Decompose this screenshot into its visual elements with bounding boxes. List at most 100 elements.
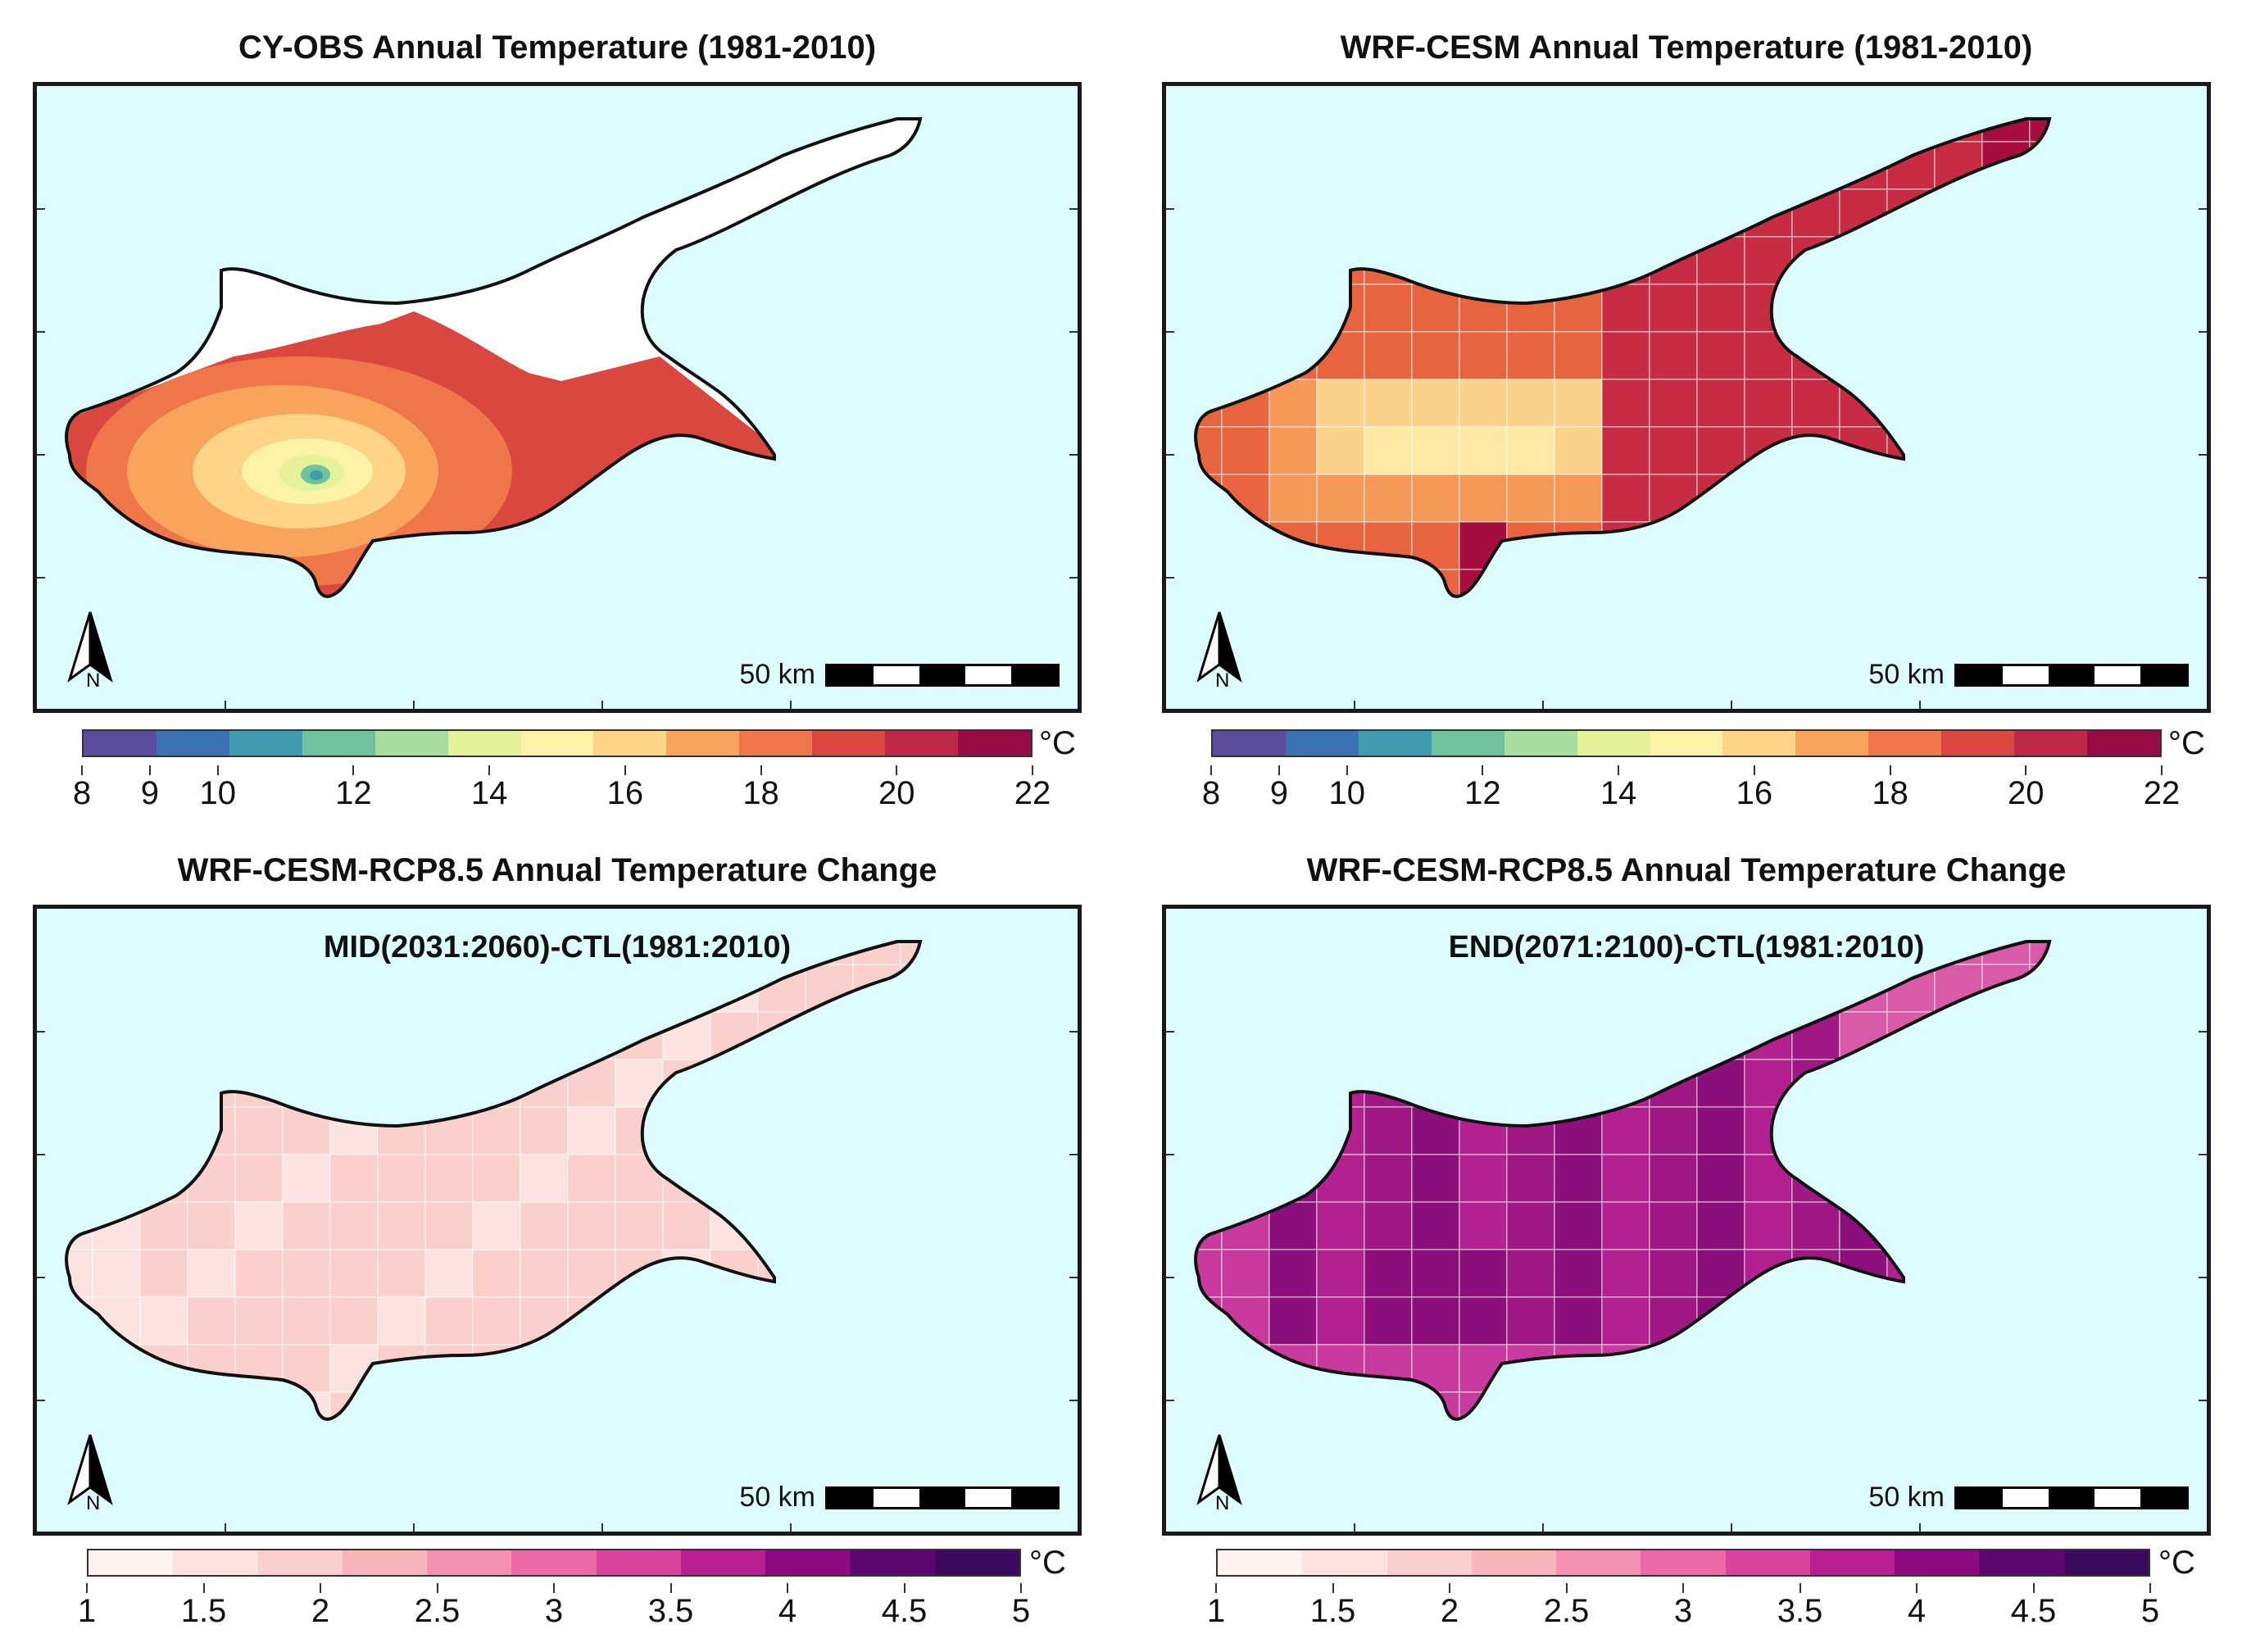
model-grid-cell: [852, 1106, 901, 1155]
model-grid-cell: [1364, 379, 1413, 428]
model-grid-cell: [2029, 1106, 2050, 1155]
model-grid-cell: [1744, 236, 1793, 285]
colorbar-swatch: [2087, 731, 2160, 756]
model-grid-cell: [1934, 331, 1983, 380]
model-grid-cell: [92, 1344, 141, 1393]
model-grid-cell: [283, 1487, 330, 1532]
north-arrow-icon: N: [53, 1428, 127, 1518]
model-grid-cell: [377, 964, 426, 1013]
model-grid-cell: [329, 1296, 379, 1346]
model-grid-cell: [66, 1011, 93, 1060]
model-grid-cell: [567, 1059, 616, 1108]
model-grid-cell: [1744, 1249, 1793, 1298]
model-grid-cell: [1316, 284, 1365, 333]
model-grid-cell: [187, 1249, 236, 1298]
map-frame[interactable]: MID(2031:2060)-CTL(1981:2010) 50 km N: [33, 905, 1082, 1536]
map-frame[interactable]: 50 km N: [1162, 82, 2211, 713]
model-grid-cell: [1602, 665, 1650, 709]
colorbar-swatch: [680, 1550, 766, 1575]
model-grid-cell: [1554, 119, 1603, 143]
model-grid-cell: [1886, 521, 1936, 570]
model-grid-cell: [1601, 331, 1650, 380]
model-grid-cell: [1221, 1296, 1270, 1346]
model-grid-cell: [900, 1391, 921, 1419]
colorbar-tick-label: 20: [2008, 775, 2045, 811]
colorbar-tick-mark: [624, 765, 626, 775]
model-grid-cell: [1601, 284, 1650, 333]
model-grid-cell: [1696, 1201, 1745, 1250]
colorbar-swatch: [1386, 1550, 1472, 1575]
colorbar-tick-mark: [1032, 765, 1033, 775]
colorbar-swatch: [1285, 731, 1359, 756]
model-grid-cell: [1364, 284, 1413, 333]
model-grid-cell: [1791, 1201, 1840, 1250]
model-grid-cell: [1268, 141, 1318, 190]
model-grid-cell: [710, 1154, 759, 1203]
colorbar-tick-mark: [1482, 765, 1484, 775]
model-grid-cell: [520, 1440, 568, 1487]
model-grid-cell: [805, 964, 854, 1013]
model-grid-cell: [1649, 379, 1698, 428]
colorbar-swatch: [427, 1550, 512, 1575]
model-grid-cell: [1221, 379, 1270, 428]
model-grid-cell: [1364, 331, 1413, 380]
model-grid-cell: [1697, 1487, 1745, 1532]
model-grid-cell: [852, 1154, 901, 1203]
model-grid-cell: [472, 1011, 521, 1060]
map-frame[interactable]: END(2071:2100)-CTL(1981:2010) 50 km N: [1162, 905, 2211, 1536]
model-grid-cell: [330, 1487, 378, 1532]
model-grid-cell: [1839, 1106, 1888, 1155]
colorbar-unit: °C: [1029, 1545, 1066, 1581]
model-grid-cell: [2029, 1011, 2050, 1060]
cyprus-coastline: [65, 117, 923, 598]
model-grid-cell: [1554, 188, 1603, 238]
model-grid-cell: [234, 1154, 284, 1203]
colorbar-tick-label: 12: [1464, 775, 1501, 811]
model-grid-cell: [1411, 521, 1460, 570]
model-grid-cell: [1411, 284, 1460, 333]
model-grid-cell: [1649, 1106, 1698, 1155]
model-grid-cell: [1364, 188, 1413, 238]
model-grid-cell: [1696, 1011, 1745, 1060]
colorbar-swatch: [1213, 731, 1286, 756]
colorbar-tick-label: 12: [335, 775, 372, 811]
panel-title: WRF-CESM-RCP8.5 Annual Temperature Chang…: [177, 852, 937, 888]
colorbar-swatch: [511, 1550, 597, 1575]
model-grid-cell: [1459, 236, 1508, 285]
model-grid-cell: [757, 1344, 806, 1393]
model-grid-cell: [1791, 474, 1840, 523]
colorbar-swatch: [934, 1550, 1019, 1575]
map-frame[interactable]: 50 km N: [33, 82, 1082, 713]
colorbar: [1211, 729, 2162, 757]
model-grid-cell: [1650, 1440, 1697, 1487]
model-grid-cell: [900, 1059, 921, 1108]
model-grid-cell: [2029, 1344, 2050, 1393]
model-grid-cell: [1696, 141, 1745, 190]
model-grid-cell: [92, 1249, 141, 1298]
model-grid-cell: [1411, 379, 1460, 428]
model-grid-cell: [852, 1296, 901, 1346]
model-grid-cell: [1791, 1059, 1840, 1108]
model-grid-cell: [615, 1106, 664, 1155]
colorbar-tick-mark: [1682, 1583, 1684, 1593]
model-grid-cell: [377, 1344, 426, 1393]
colorbar-tick-mark: [1618, 765, 1620, 775]
model-grid-cell: [234, 1106, 284, 1155]
colorbar-swatch: [257, 1550, 343, 1575]
model-grid-cell: [1269, 1440, 1317, 1487]
model-grid-cell: [1791, 141, 1840, 190]
model-grid-cell: [2029, 331, 2050, 380]
model-grid-cell: [1316, 1391, 1365, 1419]
island-map: [1166, 117, 2207, 709]
model-grid-cell: [1886, 426, 1936, 475]
model-grid-cell: [520, 1059, 569, 1108]
colorbar-tick-mark: [1278, 765, 1280, 775]
model-grid-cell: [1316, 379, 1365, 428]
model-grid-cell: [1316, 1249, 1365, 1298]
model-grid-cell: [1601, 474, 1650, 523]
model-grid-cell: [1221, 474, 1270, 523]
model-grid-cell: [92, 1059, 141, 1108]
model-grid-cell: [377, 1059, 426, 1108]
colorbar-swatch: [1725, 1550, 1810, 1575]
model-grid-cell: [1839, 521, 1888, 570]
